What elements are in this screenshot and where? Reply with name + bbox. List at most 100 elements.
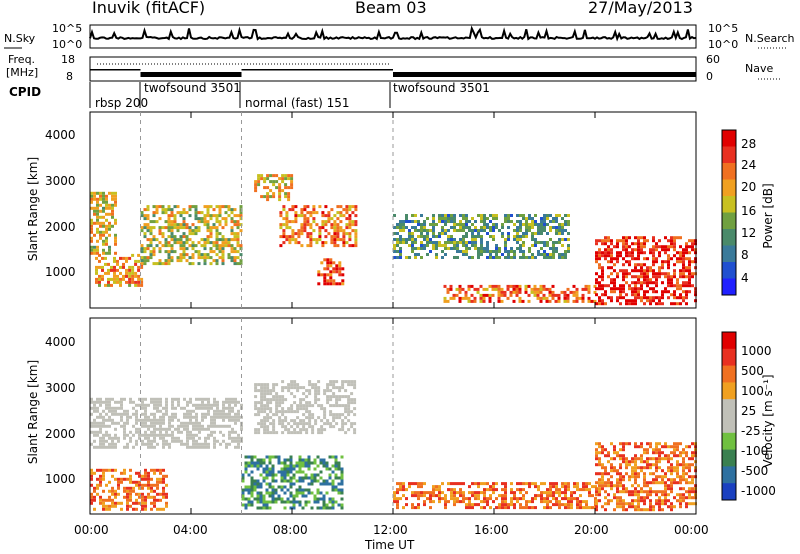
echo-cell bbox=[664, 457, 667, 461]
echo-cell bbox=[582, 485, 585, 489]
echo-cell bbox=[679, 478, 682, 482]
echo-cell bbox=[471, 256, 474, 259]
echo-cell bbox=[305, 416, 309, 420]
echo-cell bbox=[146, 259, 150, 263]
echo-cell bbox=[317, 389, 321, 393]
echo-cell bbox=[649, 445, 652, 449]
echo-cell bbox=[664, 472, 667, 476]
echo-cell bbox=[225, 442, 228, 446]
echo-cell bbox=[247, 497, 251, 501]
echo-cell bbox=[531, 235, 534, 238]
echo-cell bbox=[486, 223, 489, 226]
echo-cell bbox=[534, 506, 537, 510]
echo-cell bbox=[595, 251, 598, 255]
echo-cell bbox=[131, 253, 135, 257]
echo-cell bbox=[257, 383, 261, 387]
echo-cell bbox=[170, 208, 174, 212]
echo-cell bbox=[604, 290, 607, 294]
echo-cell bbox=[637, 493, 640, 497]
echo-cell bbox=[658, 442, 661, 446]
echo-cell bbox=[471, 494, 474, 498]
echo-cell bbox=[420, 226, 423, 229]
echo-cell bbox=[215, 226, 219, 230]
echo-cell bbox=[168, 433, 171, 437]
echo-cell bbox=[259, 482, 263, 486]
echo-cell bbox=[634, 505, 637, 509]
echo-cell bbox=[306, 223, 310, 227]
echo-cell bbox=[102, 221, 105, 225]
echo-cell bbox=[345, 223, 349, 227]
echo-cell bbox=[350, 380, 354, 384]
echo-cell bbox=[141, 486, 144, 490]
echo-cell bbox=[159, 471, 162, 475]
echo-cell bbox=[634, 466, 637, 470]
echo-cell bbox=[108, 206, 111, 210]
echo-cell bbox=[171, 433, 174, 437]
echo-cell bbox=[516, 229, 519, 232]
echo-cell bbox=[153, 504, 156, 508]
echo-cell bbox=[153, 424, 156, 428]
echo-cell bbox=[149, 229, 153, 233]
colorbar-frame bbox=[721, 129, 737, 296]
velocity-ytick-4000: 4000 bbox=[45, 335, 76, 349]
echo-cell bbox=[685, 242, 688, 246]
echo-cell bbox=[688, 275, 691, 279]
echo-cell bbox=[625, 457, 628, 461]
echo-cell bbox=[561, 485, 564, 489]
echo-cell bbox=[552, 241, 555, 244]
echo-cell bbox=[165, 439, 168, 443]
echo-cell bbox=[188, 262, 192, 266]
echo-cell bbox=[344, 431, 348, 435]
echo-cell bbox=[682, 496, 685, 500]
echo-cell bbox=[670, 508, 673, 512]
echo-cell bbox=[260, 410, 264, 414]
echo-cell bbox=[432, 229, 435, 232]
echo-cell bbox=[192, 421, 195, 425]
echo-cell bbox=[90, 501, 93, 505]
echo-cell bbox=[604, 254, 607, 258]
echo-cell bbox=[593, 299, 597, 303]
echo-cell bbox=[296, 407, 300, 411]
echo-cell bbox=[114, 433, 117, 437]
echo-cell bbox=[191, 205, 195, 209]
echo-cell bbox=[655, 478, 658, 482]
echo-cell bbox=[150, 489, 153, 493]
echo-cell bbox=[257, 174, 261, 178]
echo-cell bbox=[182, 217, 186, 221]
echo-cell bbox=[456, 250, 459, 253]
echo-cell bbox=[567, 223, 570, 226]
echo-cell bbox=[271, 476, 275, 480]
echo-cell bbox=[338, 404, 342, 408]
echo-cell bbox=[670, 481, 673, 485]
echo-cell bbox=[266, 419, 270, 423]
echo-cell bbox=[147, 492, 150, 496]
echo-cell bbox=[150, 400, 153, 404]
echo-cell bbox=[486, 250, 489, 253]
echo-cell bbox=[459, 491, 462, 495]
echo-cell bbox=[673, 263, 676, 267]
echo-cell bbox=[450, 217, 453, 220]
echo-cell bbox=[581, 299, 585, 303]
echo-cell bbox=[257, 431, 261, 435]
echo-cell bbox=[195, 445, 198, 449]
echo-cell bbox=[473, 299, 477, 303]
echo-cell bbox=[353, 431, 357, 435]
echo-cell bbox=[260, 401, 264, 405]
echo-cell bbox=[228, 442, 231, 446]
echo-cell bbox=[338, 386, 342, 390]
echo-cell bbox=[96, 212, 99, 216]
echo-cell bbox=[96, 468, 99, 472]
echo-cell bbox=[283, 464, 287, 468]
echo-cell bbox=[604, 481, 607, 485]
echo-cell bbox=[552, 253, 555, 256]
echo-cell bbox=[186, 421, 189, 425]
echo-cell bbox=[259, 473, 263, 477]
echo-cell bbox=[137, 265, 141, 269]
echo-cell bbox=[192, 424, 195, 428]
echo-cell bbox=[268, 482, 272, 486]
echo-cell bbox=[222, 415, 225, 419]
echo-cell bbox=[341, 413, 345, 417]
echo-cell bbox=[153, 400, 156, 404]
echo-cell bbox=[278, 183, 282, 187]
echo-cell bbox=[241, 488, 245, 492]
